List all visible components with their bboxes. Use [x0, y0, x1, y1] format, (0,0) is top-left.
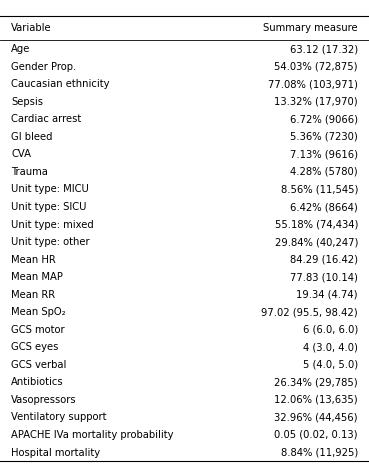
- Text: GCS eyes: GCS eyes: [11, 342, 58, 352]
- Text: 5 (4.0, 5.0): 5 (4.0, 5.0): [303, 360, 358, 370]
- Text: Caucasian ethnicity: Caucasian ethnicity: [11, 80, 110, 89]
- Text: 63.12 (17.32): 63.12 (17.32): [290, 44, 358, 54]
- Text: Variable: Variable: [11, 23, 52, 33]
- Text: Hospital mortality: Hospital mortality: [11, 447, 100, 458]
- Text: 0.05 (0.02, 0.13): 0.05 (0.02, 0.13): [275, 430, 358, 440]
- Text: 8.56% (11,545): 8.56% (11,545): [280, 185, 358, 194]
- Text: 13.32% (17,970): 13.32% (17,970): [274, 97, 358, 107]
- Text: 97.02 (95.5, 98.42): 97.02 (95.5, 98.42): [261, 307, 358, 317]
- Text: 32.96% (44,456): 32.96% (44,456): [275, 412, 358, 422]
- Text: CVA: CVA: [11, 149, 31, 159]
- Text: 7.13% (9616): 7.13% (9616): [290, 149, 358, 159]
- Text: Unit type: other: Unit type: other: [11, 237, 90, 247]
- Text: Sepsis: Sepsis: [11, 97, 43, 107]
- Text: 29.84% (40,247): 29.84% (40,247): [275, 237, 358, 247]
- Text: 12.06% (13,635): 12.06% (13,635): [274, 395, 358, 405]
- Text: Summary measure: Summary measure: [263, 23, 358, 33]
- Text: Age: Age: [11, 44, 31, 54]
- Text: 77.08% (103,971): 77.08% (103,971): [268, 80, 358, 89]
- Text: Mean RR: Mean RR: [11, 290, 55, 300]
- Text: 6.72% (9066): 6.72% (9066): [290, 114, 358, 124]
- Text: GI bleed: GI bleed: [11, 132, 52, 142]
- Text: Antibiotics: Antibiotics: [11, 378, 64, 387]
- Text: Vasopressors: Vasopressors: [11, 395, 77, 405]
- Text: 54.03% (72,875): 54.03% (72,875): [275, 62, 358, 72]
- Text: Mean HR: Mean HR: [11, 255, 56, 265]
- Text: Cardiac arrest: Cardiac arrest: [11, 114, 81, 124]
- Text: 8.84% (11,925): 8.84% (11,925): [281, 447, 358, 458]
- Text: 6 (6.0, 6.0): 6 (6.0, 6.0): [303, 325, 358, 335]
- Text: 5.36% (7230): 5.36% (7230): [290, 132, 358, 142]
- Text: Gender Prop.: Gender Prop.: [11, 62, 76, 72]
- Text: 4.28% (5780): 4.28% (5780): [290, 167, 358, 177]
- Text: Unit type: MICU: Unit type: MICU: [11, 185, 89, 194]
- Text: 6.42% (8664): 6.42% (8664): [290, 202, 358, 212]
- Text: Unit type: mixed: Unit type: mixed: [11, 219, 94, 230]
- Text: 26.34% (29,785): 26.34% (29,785): [274, 378, 358, 387]
- Text: 84.29 (16.42): 84.29 (16.42): [290, 255, 358, 265]
- Text: 77.83 (10.14): 77.83 (10.14): [290, 272, 358, 282]
- Text: Ventilatory support: Ventilatory support: [11, 412, 107, 422]
- Text: APACHE IVa mortality probability: APACHE IVa mortality probability: [11, 430, 173, 440]
- Text: 55.18% (74,434): 55.18% (74,434): [275, 219, 358, 230]
- Text: Mean SpO₂: Mean SpO₂: [11, 307, 66, 317]
- Text: 4 (3.0, 4.0): 4 (3.0, 4.0): [303, 342, 358, 352]
- Text: Unit type: SICU: Unit type: SICU: [11, 202, 87, 212]
- Text: GCS verbal: GCS verbal: [11, 360, 66, 370]
- Text: Mean MAP: Mean MAP: [11, 272, 63, 282]
- Text: Trauma: Trauma: [11, 167, 48, 177]
- Text: GCS motor: GCS motor: [11, 325, 65, 335]
- Text: 19.34 (4.74): 19.34 (4.74): [296, 290, 358, 300]
